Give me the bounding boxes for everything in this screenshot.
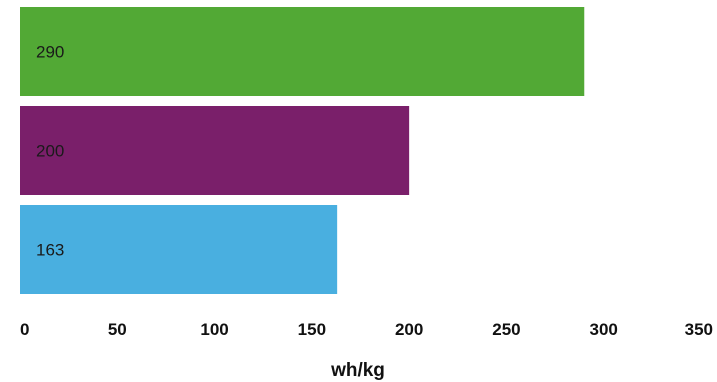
x-axis-ticks: 0 50 100 150 200 250 300 350 <box>20 320 713 339</box>
bar-value-label-0: 290 <box>36 43 64 62</box>
x-tick-label-7: 350 <box>685 320 713 339</box>
x-tick-label-4: 200 <box>395 320 423 339</box>
x-tick-label-6: 300 <box>590 320 618 339</box>
x-tick-label-5: 250 <box>492 320 520 339</box>
bar-1 <box>20 106 410 195</box>
x-tick-label-0: 0 <box>20 320 29 339</box>
value-labels-group: 290 200 163 <box>36 43 64 260</box>
bars-group <box>20 7 585 294</box>
x-axis-title: wh/kg <box>330 360 385 381</box>
bar-value-label-1: 200 <box>36 142 64 161</box>
x-tick-label-1: 50 <box>108 320 127 339</box>
bar-0 <box>20 7 585 96</box>
x-tick-label-2: 100 <box>200 320 228 339</box>
bar-2 <box>20 205 338 294</box>
bar-value-label-2: 163 <box>36 241 64 260</box>
x-tick-label-3: 150 <box>298 320 326 339</box>
